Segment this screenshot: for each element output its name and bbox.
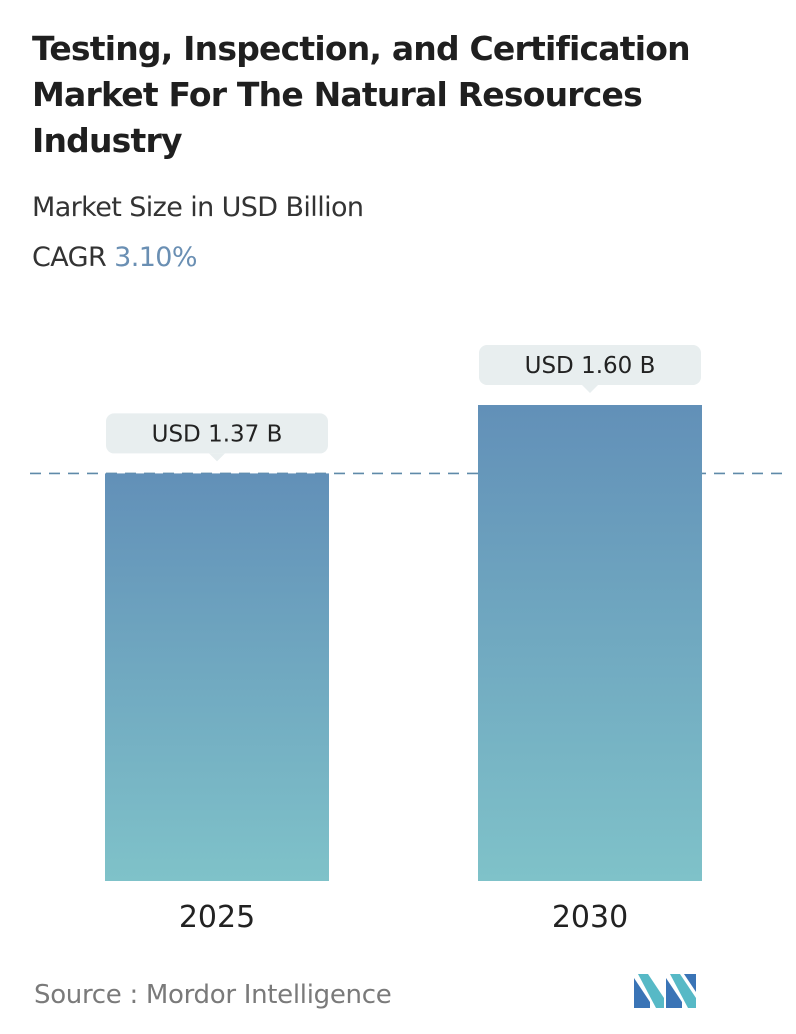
cagr-line: CAGR 3.10% bbox=[32, 242, 198, 273]
data-label: USD 1.37 B bbox=[152, 421, 283, 447]
cagr-value: 3.10% bbox=[114, 242, 197, 273]
mordor-intelligence-logo-icon bbox=[634, 972, 700, 1012]
chart-title: Testing, Inspection, and Certification M… bbox=[32, 29, 691, 160]
data-label-pointer bbox=[209, 453, 225, 462]
data-label: USD 1.60 B bbox=[525, 353, 656, 379]
data-label-pointer bbox=[582, 385, 598, 393]
x-tick-label: 2025 bbox=[179, 900, 255, 935]
chart-layer: USD 1.37 B 2025 USD 1.60 B 2030 bbox=[30, 345, 782, 935]
chart-subtitle: Market Size in USD Billion bbox=[32, 192, 364, 223]
bar-2030 bbox=[478, 405, 702, 881]
bar-2025 bbox=[105, 473, 329, 881]
bar-chart: USD 1.37 B 2025 USD 1.60 B 2030 bbox=[30, 345, 782, 935]
source-note: Source : Mordor Intelligence bbox=[34, 980, 392, 1010]
data-label-bubble bbox=[479, 345, 701, 385]
cagr-label: CAGR bbox=[32, 242, 107, 273]
data-label-bubble bbox=[106, 413, 328, 454]
x-tick-label: 2030 bbox=[552, 900, 628, 935]
